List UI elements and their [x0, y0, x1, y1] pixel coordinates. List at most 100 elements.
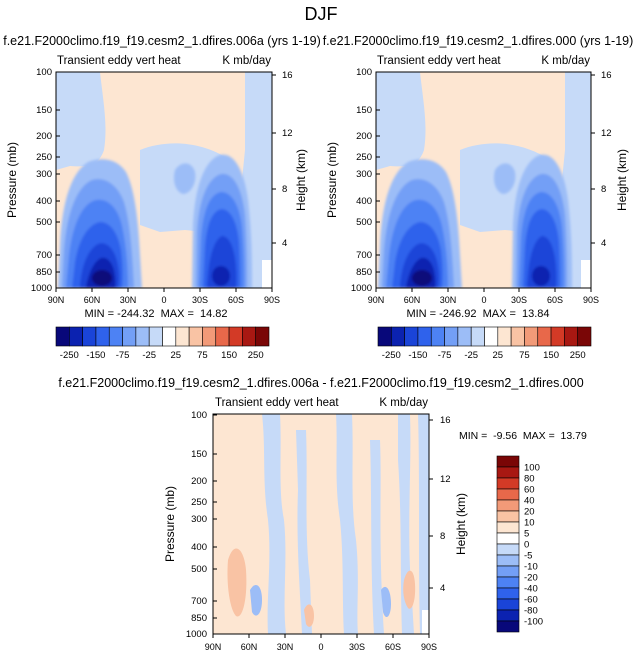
panel-c-x-axis: 90N 60N 30N 0 30S 60S 90S [205, 634, 437, 652]
field-small-upper-feature [173, 163, 196, 194]
field-lobe-nh-core [412, 270, 432, 286]
colorbar-swatch [496, 554, 520, 567]
x-tick-label: 90S [264, 295, 280, 305]
y-tick-label: 150 [191, 449, 207, 460]
field-negative-band [336, 414, 358, 634]
x-tick-label: 30N [277, 642, 294, 652]
colorbar-swatch [496, 510, 520, 523]
y-tick-label: 1000 [351, 283, 372, 294]
panel-b-ylabel: Pressure (mb) [325, 142, 339, 218]
y-tick-label: 300 [36, 169, 52, 180]
y-tick-label: 200 [356, 131, 372, 142]
colorbar-swatch [255, 326, 270, 347]
colorbar-label: -5 [524, 551, 532, 562]
panel-a: f.e21.F2000climo.f19_f19.cesm2_1.dfires.… [3, 34, 321, 361]
y-tick-label: 200 [36, 131, 52, 142]
colorbar-swatch [404, 326, 419, 347]
colorbar-label: 25 [493, 350, 504, 361]
colorbar-label: -20 [524, 573, 538, 584]
field-background [213, 414, 429, 634]
field-negative-band [296, 430, 312, 634]
panel-a-stats: MIN = -244.32 MAX = 14.82 [84, 308, 227, 320]
colorbar-swatch [510, 326, 525, 347]
panel-b-subtitle-left: Transient eddy vert heat [377, 55, 501, 67]
colorbar-swatch [444, 326, 459, 347]
panel-b-subtitle-right: K mb/day [541, 55, 590, 67]
panel-a-ylabel: Pressure (mb) [5, 142, 19, 218]
colorbar-swatch [496, 543, 520, 556]
height-tick-label: 12 [601, 128, 612, 139]
field-lobe-nh-core [92, 270, 112, 286]
colorbar-swatch [496, 532, 520, 545]
x-tick-label: 30S [511, 295, 527, 305]
x-tick-label: 90N [205, 642, 222, 652]
colorbar-swatch [564, 326, 578, 347]
field-positive-patch [403, 570, 416, 609]
y-tick-label: 1000 [31, 283, 52, 294]
colorbar-swatch [135, 326, 150, 347]
x-tick-label: 60S [385, 642, 401, 652]
x-tick-label: 90S [421, 642, 437, 652]
field-negative-patch [250, 585, 262, 616]
colorbar-swatch [496, 609, 520, 622]
colorbar-label: -75 [438, 350, 452, 361]
height-tick-label: 8 [282, 184, 287, 195]
y-tick-label: 400 [356, 196, 372, 207]
colorbar-swatch [496, 565, 520, 578]
y-tick-label: 250 [36, 152, 52, 163]
y-tick-label: 500 [356, 217, 372, 228]
y-tick-label: 200 [191, 476, 207, 487]
panel-a-colorbar: -250 -150 -75 -25 25 75 150 250 [55, 326, 270, 361]
x-tick-label: 0 [481, 295, 486, 305]
field-lobe-sh-core [212, 266, 230, 286]
colorbar-swatch [82, 326, 97, 347]
x-tick-label: 60S [228, 295, 244, 305]
colorbar-label: -40 [524, 584, 538, 595]
colorbar-swatch [430, 326, 445, 347]
field-negative-patch [381, 586, 391, 618]
y-tick-label: 250 [191, 497, 207, 508]
y-tick-label: 100 [191, 410, 207, 421]
field-lobe-sh-core [532, 266, 550, 286]
colorbar-label: 250 [248, 350, 264, 361]
panel-c: f.e21.F2000climo.f19_f19.cesm2_1.dfires.… [58, 376, 587, 652]
field-surface-mask [262, 260, 272, 288]
panel-a-plot-field [56, 72, 272, 288]
y-tick-label: 100 [356, 67, 372, 78]
colorbar-label: 0 [524, 540, 529, 551]
colorbar-label: 25 [171, 350, 182, 361]
colorbar-swatch [391, 326, 405, 347]
colorbar-swatch [108, 326, 123, 347]
colorbar-label: -75 [116, 350, 130, 361]
height-tick-label: 4 [440, 583, 445, 594]
colorbar-label: 60 [524, 485, 535, 496]
colorbar-swatch [524, 326, 539, 347]
panel-b-colorbar: -250 -150 -75 -25 25 75 150 250 [377, 326, 592, 361]
panel-c-subtitle-left: Transient eddy vert heat [215, 397, 339, 409]
panel-c-right-axis: 16 12 8 4 [429, 415, 451, 594]
panel-b-x-axis: 90N 60N 30N 0 30S 60S 90S [368, 288, 599, 305]
y-tick-label: 700 [191, 596, 207, 607]
y-tick-label: 850 [191, 613, 207, 624]
colorbar-label: -80 [524, 606, 538, 617]
colorbar-swatch [215, 326, 230, 347]
colorbar-label: -100 [524, 617, 543, 628]
colorbar-label: 5 [524, 529, 529, 540]
x-tick-label: 90N [48, 295, 65, 305]
colorbar-swatch [496, 598, 520, 611]
colorbar-swatch [122, 326, 137, 347]
colorbar-swatch [242, 326, 256, 347]
field-negative-band [262, 414, 286, 634]
height-tick-label: 8 [601, 184, 606, 195]
field-surface-mask [422, 610, 429, 634]
colorbar-swatch [537, 326, 552, 347]
colorbar-label: -150 [86, 350, 105, 361]
y-tick-label: 500 [36, 217, 52, 228]
colorbar-swatch [496, 488, 520, 501]
panel-b-title: f.e21.F2000climo.f19_f19.cesm2_1.dfires.… [323, 34, 634, 48]
y-tick-label: 850 [36, 267, 52, 278]
colorbar-swatch [550, 326, 565, 347]
x-tick-label: 90N [368, 295, 385, 305]
